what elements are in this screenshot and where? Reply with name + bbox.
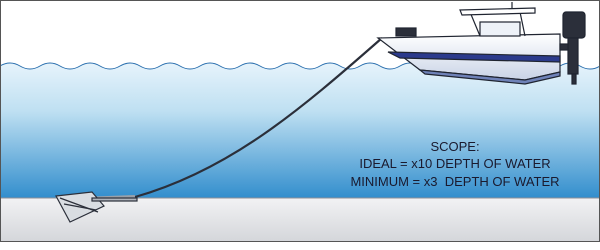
scope-title: SCOPE: (430, 139, 479, 154)
scope-ideal: IDEAL = x10 DEPTH OF WATER (359, 156, 550, 171)
scope-minimum: MINIMUM = x3 DEPTH OF WATER (350, 174, 559, 189)
scope-diagram: SCOPE: IDEAL = x10 DEPTH OF WATER MINIMU… (0, 0, 600, 250)
